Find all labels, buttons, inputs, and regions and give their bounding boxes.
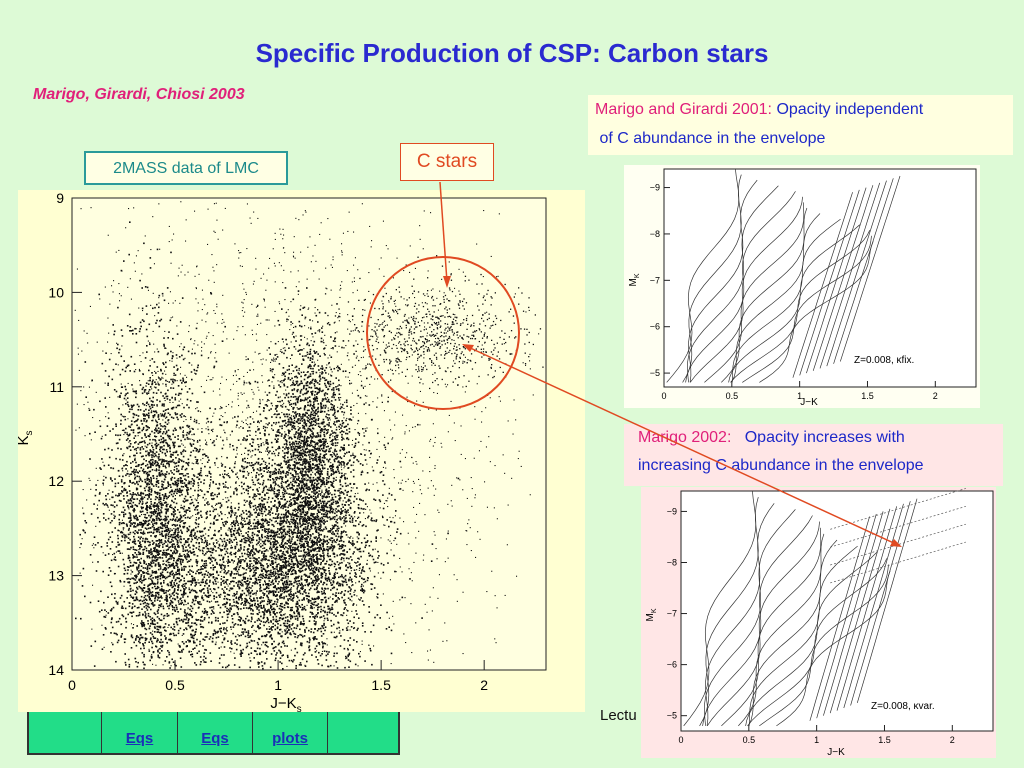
cmd-plot-svg: 0 0.5 1 1.5 2 9 10 11 12 13 14 J−Ks Ks bbox=[15, 190, 547, 715]
evolutionary-track bbox=[839, 175, 901, 362]
evolutionary-track bbox=[819, 182, 881, 369]
track-ytick-label: −8 bbox=[667, 557, 677, 567]
cmd-ytick-label: 10 bbox=[48, 284, 64, 300]
nav-cell-4[interactable]: plots bbox=[253, 697, 328, 753]
cmd-xtick-label: 1 bbox=[274, 677, 282, 693]
cmd-ytick-label: 13 bbox=[48, 568, 64, 584]
cmd-plot-panel: 0 0.5 1 1.5 2 9 10 11 12 13 14 J−Ks Ks bbox=[15, 190, 585, 715]
evolutionary-track bbox=[806, 187, 867, 374]
track-ytick-label: −8 bbox=[650, 229, 660, 239]
nav-cell-1 bbox=[29, 697, 102, 753]
mg2002-text-2: increasing C abundance in the envelope bbox=[638, 457, 924, 474]
mg2002-label: Marigo 2002: bbox=[638, 429, 732, 446]
tracks-2001-frame bbox=[663, 168, 977, 388]
track-xtick-label: 2 bbox=[950, 735, 955, 745]
cmd-xtick-label: 0.5 bbox=[165, 677, 185, 693]
evolutionary-track bbox=[816, 513, 877, 719]
nav-cell-3[interactable]: Eqs bbox=[178, 697, 253, 753]
cmd-xtick-label: 0 bbox=[68, 677, 76, 693]
mg2002-text-1: Opacity increases with bbox=[744, 429, 905, 446]
evolutionary-track bbox=[747, 558, 888, 727]
cmd-xtick-label: 2 bbox=[480, 677, 488, 693]
tracks-2002-plot: 0 0.5 1 1.5 2 −9 −8 −7 −6 −5 Z=0.008, κvar. J−K M… bbox=[641, 487, 996, 758]
tracks-2001-annotation: Z=0.008, κfix. bbox=[854, 355, 914, 366]
track-ytick-label: −6 bbox=[650, 322, 660, 332]
track-xtick-label: 0 bbox=[678, 735, 683, 745]
slide-title: Specific Production of CSP: Carbon stars bbox=[255, 38, 769, 68]
evolutionary-track bbox=[850, 501, 911, 706]
tracks-2002-curves bbox=[683, 488, 967, 727]
marigo-girardi-2001-note: Marigo and Girardi 2001: Opacity indepen… bbox=[588, 95, 1013, 155]
lecture-footer-text: Lectu bbox=[600, 707, 637, 724]
cmd-axes: 0 0.5 1 1.5 2 9 10 11 12 13 14 bbox=[48, 190, 488, 693]
tracks-2002-ylabel: MK bbox=[645, 608, 658, 621]
evolutionary-track bbox=[745, 552, 878, 726]
evolutionary-track bbox=[833, 178, 894, 364]
evolutionary-track bbox=[759, 564, 889, 727]
track-xtick-label: 1.5 bbox=[878, 735, 891, 745]
evolutionary-track bbox=[706, 521, 820, 727]
track-xtick-label: 2 bbox=[933, 391, 938, 401]
nav-cell-2[interactable]: Eqs bbox=[102, 697, 178, 753]
nav-link-eqs-2[interactable]: Eqs bbox=[201, 730, 229, 747]
twomass-label-box: 2MASS data of LMC bbox=[84, 151, 288, 185]
evolutionary-track bbox=[776, 570, 891, 727]
cmd-ytick-label: 11 bbox=[49, 379, 64, 395]
nav-link-eqs-1[interactable]: Eqs bbox=[125, 730, 154, 747]
track-ytick-label: −6 bbox=[667, 660, 677, 670]
evolutionary-track bbox=[812, 185, 874, 371]
mg2001-label: Marigo and Girardi 2001: bbox=[595, 101, 772, 118]
track-ytick-label: −7 bbox=[667, 609, 677, 619]
track-xtick-label: 1.5 bbox=[861, 391, 874, 401]
tracks-2001-ylabel: MK bbox=[628, 273, 641, 286]
evolutionary-track bbox=[799, 189, 860, 376]
authors-citation: Marigo, Girardi, Chiosi 2003 bbox=[33, 86, 245, 103]
cmd-ytick-label: 9 bbox=[56, 190, 64, 206]
track-ytick-label: −7 bbox=[650, 275, 660, 285]
tracks-2001-plot: 0 0.5 1 1.5 2 −9 −8 −7 −6 −5 Z=0.008, κfix. J−K M… bbox=[624, 165, 980, 408]
tracks-2002-frame bbox=[680, 490, 994, 732]
track-ytick-label: −5 bbox=[650, 368, 660, 378]
track-xtick-label: 0 bbox=[661, 391, 666, 401]
tracks-2001-xlabel: J−K bbox=[800, 397, 818, 408]
mg2001-text-2: of C abundance in the envelope bbox=[599, 130, 826, 147]
evolutionary-track bbox=[809, 516, 870, 721]
track-ytick-label: −5 bbox=[667, 711, 677, 721]
track-xtick-label: 0.5 bbox=[726, 391, 739, 401]
track-ytick-label: −9 bbox=[650, 183, 660, 193]
nav-link-plots[interactable]: plots bbox=[272, 730, 308, 747]
tracks-2001-svg: 0 0.5 1 1.5 2−9−8−7−6−5 Z=0.008, κfix. J−K M… bbox=[628, 168, 977, 408]
evolutionary-track bbox=[748, 545, 858, 726]
cmd-ytick-label: 12 bbox=[48, 473, 64, 489]
cmd-xlabel: J−Ks bbox=[270, 695, 301, 712]
track-xtick-label: 0.5 bbox=[743, 735, 756, 745]
evolutionary-track bbox=[721, 527, 822, 727]
evolutionary-track bbox=[826, 180, 887, 367]
cmd-xtick-label: 1.5 bbox=[371, 677, 391, 693]
tracks-2002-annotation: Z=0.008, κvar. bbox=[871, 701, 935, 712]
marigo-2002-note: Marigo 2002: Opacity increases with incr… bbox=[624, 424, 1003, 486]
tracks-2002-xlabel: J−K bbox=[827, 747, 845, 758]
track-xtick-label: 1 bbox=[814, 735, 819, 745]
mg2001-text-1: Opacity independent bbox=[776, 101, 924, 118]
evolutionary-track bbox=[856, 498, 918, 703]
cmd-ytick-label: 14 bbox=[48, 662, 64, 678]
tracks-2002-svg: 0 0.5 1 1.5 2 −9 −8 −7 −6 −5 Z=0.008, κvar. J−K M… bbox=[645, 488, 994, 758]
cmd-ylabel: Ks bbox=[18, 430, 35, 445]
track-ytick-label: −9 bbox=[667, 506, 677, 516]
evolutionary-track bbox=[702, 515, 813, 726]
c-stars-label-box: C stars bbox=[400, 143, 494, 181]
evolutionary-track bbox=[738, 533, 825, 727]
